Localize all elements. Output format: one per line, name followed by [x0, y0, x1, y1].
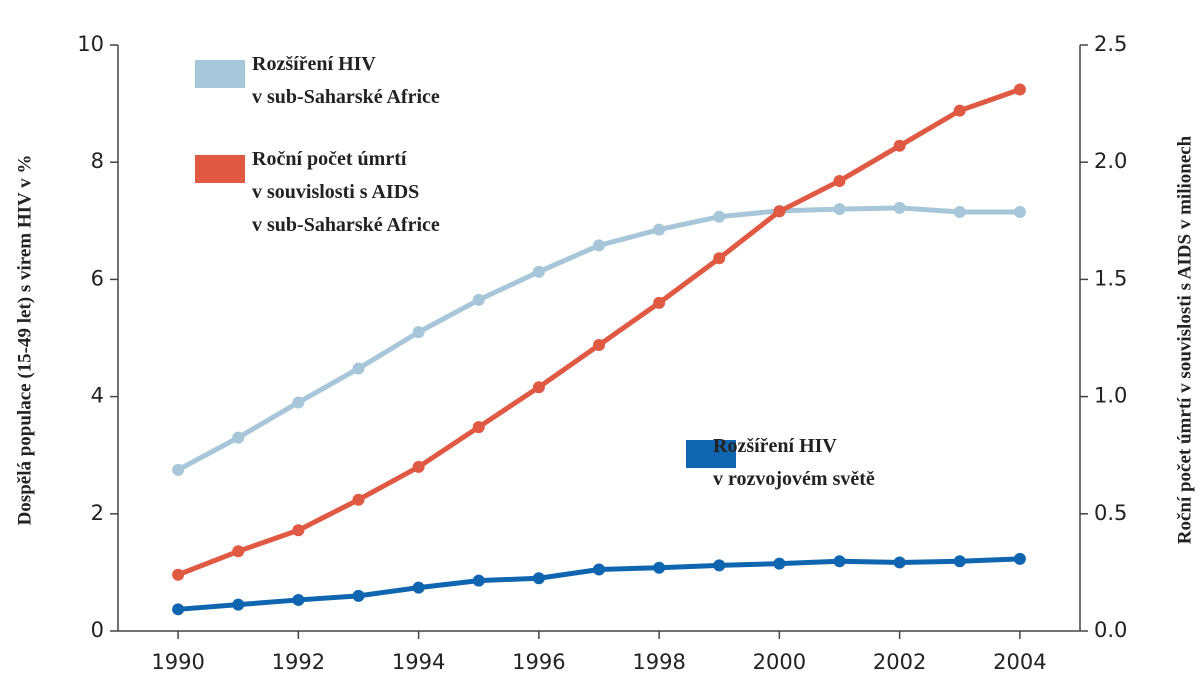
legend-line: Rozšíření HIV [713, 435, 837, 457]
data-point [893, 139, 906, 152]
data-point [292, 593, 305, 606]
data-point [292, 524, 305, 537]
data-point [412, 326, 425, 339]
x-tick-label: 1998 [632, 650, 685, 674]
data-point [653, 296, 666, 309]
y-tick-label: 10 [77, 32, 104, 56]
data-point [232, 598, 245, 611]
data-point [172, 463, 185, 476]
data-point [833, 203, 846, 216]
y2-tick-label: 1.5 [1094, 266, 1127, 290]
data-point [532, 265, 545, 278]
legend-swatch [195, 155, 245, 183]
y2-tick-label: 0.5 [1094, 501, 1127, 525]
legend-label: Rozšíření HIV v rozvojovém světě [713, 435, 875, 490]
data-point [653, 561, 666, 574]
x-tick-label: 2002 [873, 650, 926, 674]
data-point [593, 339, 605, 352]
legend-line: v sub-Saharské Africe [252, 86, 440, 108]
y-axis-label: Dospělá populace (15-49 let) s virem HIV… [14, 155, 35, 526]
data-point [352, 493, 365, 506]
y2-tick-label: 2.0 [1094, 149, 1127, 173]
legend-swatch [195, 60, 245, 88]
legend-line: Rozšíření HIV [252, 53, 376, 75]
data-point [232, 431, 245, 444]
data-point [713, 210, 726, 223]
data-point [953, 206, 966, 219]
x-tick-label: 2000 [753, 650, 806, 674]
x-tick-label: 1992 [272, 650, 325, 674]
data-point [232, 545, 245, 558]
data-point [172, 603, 185, 616]
data-point [292, 396, 305, 409]
y-tick-label: 6 [91, 266, 104, 290]
data-point [833, 174, 846, 187]
legend-swatch [686, 440, 736, 468]
data-point [1013, 552, 1026, 565]
data-point [713, 559, 726, 572]
data-point [532, 572, 545, 585]
y-tick-label: 4 [91, 384, 104, 408]
data-point [172, 568, 185, 581]
x-tick-label: 2004 [993, 650, 1046, 674]
data-point [1013, 83, 1026, 96]
data-point [593, 239, 605, 252]
data-point [472, 293, 485, 306]
data-point [1013, 206, 1026, 219]
data-point [953, 555, 966, 568]
data-point [593, 563, 605, 576]
y2-tick-label: 1.0 [1094, 384, 1127, 408]
y2-axis-label: Roční počet úmrtí v souvislosti s AIDS v… [1174, 135, 1195, 544]
x-tick-label: 1990 [151, 650, 204, 674]
data-point [352, 362, 365, 375]
data-point [713, 252, 726, 265]
data-point [472, 574, 485, 587]
data-point [532, 381, 545, 394]
data-point [833, 555, 846, 568]
legend-line: v rozvojovém světě [713, 468, 875, 490]
y-tick-label: 2 [91, 501, 104, 525]
data-point [893, 556, 906, 569]
x-tick-label: 1994 [392, 650, 445, 674]
data-point [773, 205, 786, 218]
y-tick-label: 0 [91, 618, 104, 642]
data-point [773, 557, 786, 570]
data-point [412, 460, 425, 473]
legend-label: Roční počet úmrtí v souvislosti s AIDS v s… [252, 148, 440, 236]
x-tick-label: 1996 [512, 650, 565, 674]
data-point [352, 589, 365, 602]
data-point [893, 201, 906, 214]
legend-line: Roční počet úmrtí [252, 148, 407, 170]
legend-line: v souvislosti s AIDS [252, 181, 419, 203]
data-point [472, 421, 485, 434]
legend-line: v sub-Saharské Africe [252, 214, 440, 236]
legend-label: Rozšíření HIV v sub-Saharské Africe [252, 53, 440, 108]
data-point [653, 223, 666, 236]
y-tick-label: 8 [91, 149, 104, 173]
data-point [412, 581, 425, 594]
y2-tick-label: 2.5 [1094, 32, 1127, 56]
y2-tick-label: 0.0 [1094, 618, 1127, 642]
data-point [953, 104, 966, 117]
